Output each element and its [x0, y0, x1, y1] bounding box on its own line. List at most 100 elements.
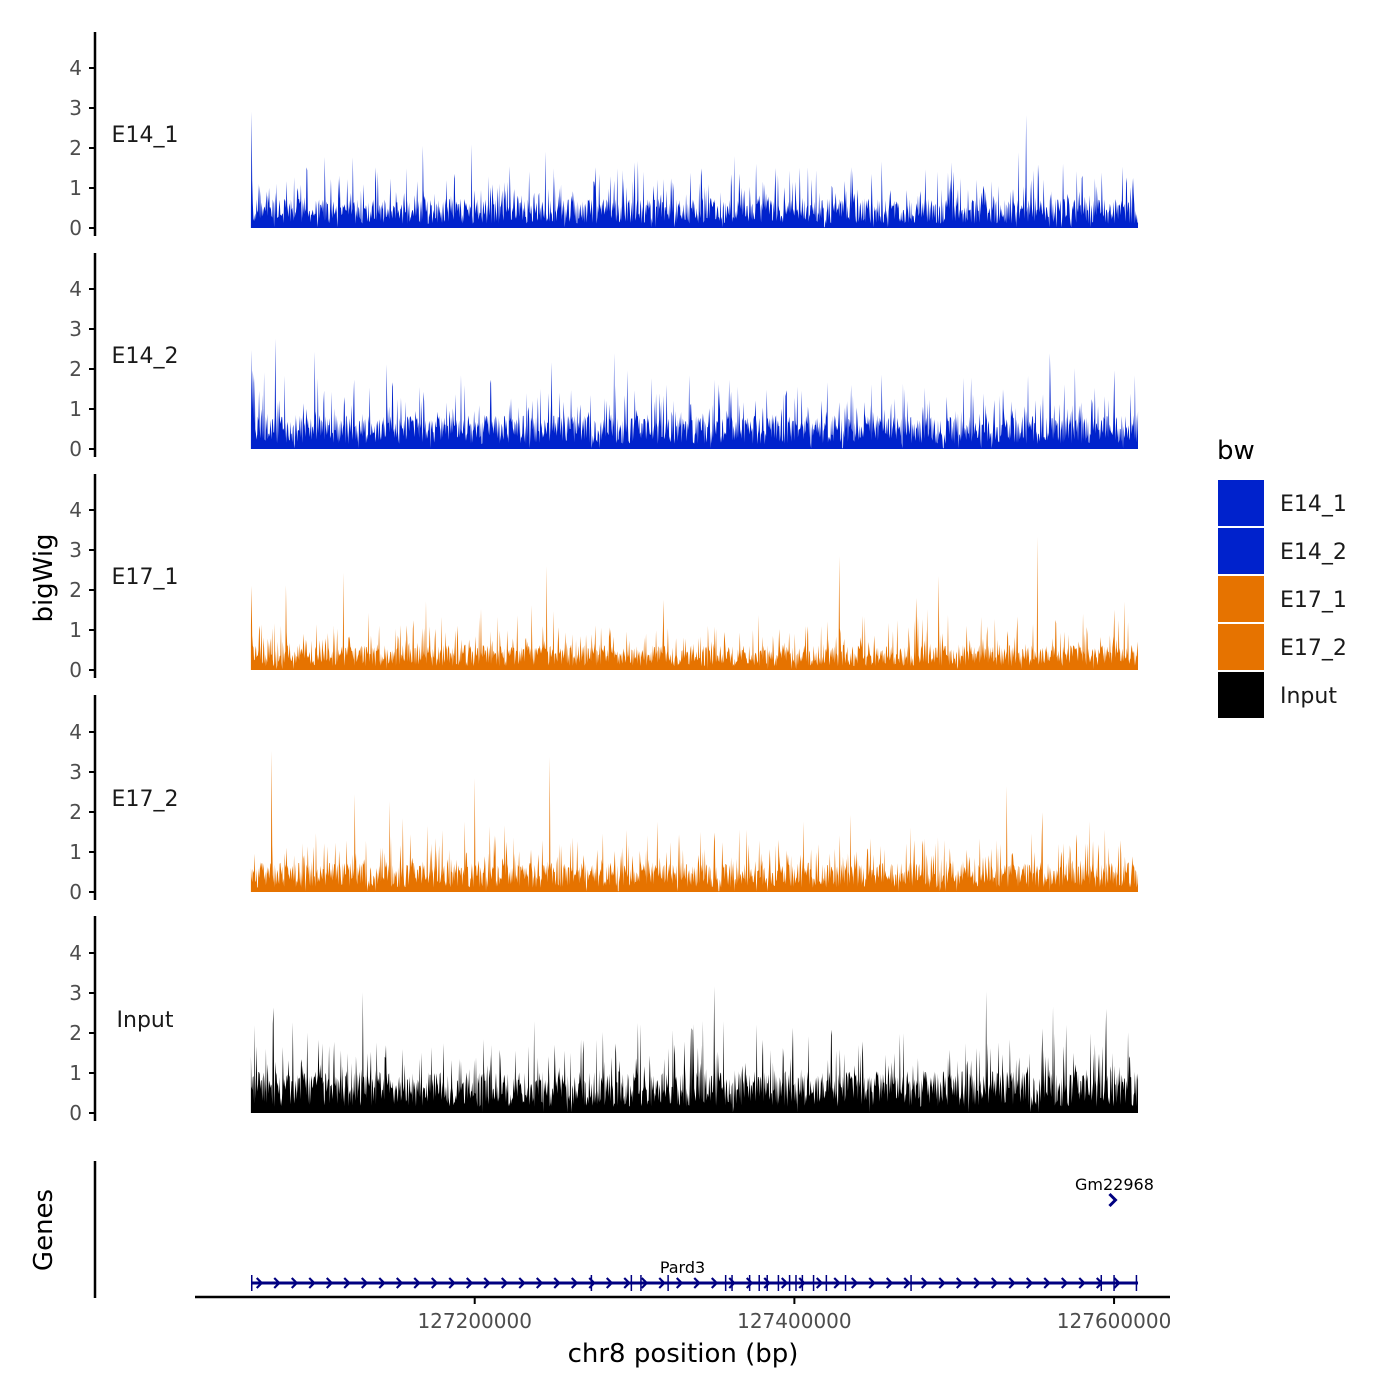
gene-label: Gm22968: [1075, 1175, 1154, 1194]
track-Input: 0 1 2 3 4 Input: [69, 916, 1139, 1125]
strand-arrow: [290, 1277, 299, 1289]
strand-arrow: [273, 1277, 281, 1289]
coverage-area: [250, 536, 1139, 670]
y-tick-label: 0: [69, 216, 82, 240]
legend-label: E14_2: [1280, 540, 1347, 565]
legend-label: E14_1: [1280, 492, 1347, 517]
strand-arrow: [430, 1277, 439, 1289]
strand-arrow: [255, 1277, 264, 1289]
strand-arrow: [763, 1277, 771, 1289]
strand-arrow: [1060, 1277, 1069, 1289]
track-E17_1: 0 1 2 3 4 E17_1: [69, 474, 1139, 682]
strand-arrow: [938, 1277, 946, 1289]
y-tick-label: 0: [69, 658, 82, 682]
strand-arrow: [343, 1277, 351, 1289]
track-label: E17_1: [112, 565, 179, 590]
strand-arrow: [465, 1277, 474, 1289]
y-tick-label: 1: [69, 176, 82, 200]
gene-label: Pard3: [660, 1258, 705, 1277]
strand-arrow: [553, 1277, 561, 1289]
x-tick-label: 127200000: [417, 1309, 532, 1333]
strand-arrow: [990, 1277, 999, 1289]
strand-arrow: [955, 1277, 964, 1289]
y-tick-label: 1: [69, 618, 82, 642]
strand-arrow: [1008, 1277, 1016, 1289]
x-axis: 127200000 127400000 127600000: [195, 1295, 1171, 1333]
strand-arrow: [1113, 1277, 1121, 1289]
strand-arrow: [658, 1277, 666, 1289]
y-axis-title: bigWig: [29, 533, 59, 622]
y-tick-label: 3: [69, 317, 82, 341]
strand-arrow: [308, 1277, 316, 1289]
strand-arrow: [500, 1277, 509, 1289]
genes-panel-title: Genes: [29, 1189, 59, 1271]
gene-Gm22968: Gm22968: [1075, 1175, 1154, 1208]
strand-arrow: [693, 1277, 701, 1289]
y-tick-label: 2: [69, 578, 82, 602]
strand-arrow: [973, 1277, 981, 1289]
coverage-area: [250, 111, 1139, 228]
strand-arrow: [378, 1277, 386, 1289]
coverage-area: [250, 750, 1139, 892]
y-tick-label: 0: [69, 880, 82, 904]
strand-arrow: [605, 1277, 614, 1289]
bigwig-tracks: 0 1 2 3 4 E14_1 0 1 2 3 4 E14_2 0 1 2 3 4 E17_1 0 1 2 3 4 E17_2…: [69, 32, 1139, 1125]
legend-key: [1218, 672, 1264, 718]
strand-arrow: [413, 1277, 421, 1289]
strand-arrow: [780, 1277, 789, 1289]
legend: bw E14_1 E14_2 E17_1 E17_2 Input: [1217, 436, 1347, 718]
y-tick-label: 1: [69, 840, 82, 864]
y-tick-label: 2: [69, 136, 82, 160]
legend-key: [1218, 576, 1264, 622]
strand-arrow: [623, 1277, 631, 1289]
track-E14_2: 0 1 2 3 4 E14_2: [69, 253, 1139, 461]
strand-arrow: [535, 1277, 544, 1289]
x-axis-title: chr8 position (bp): [568, 1339, 799, 1369]
y-tick-label: 2: [69, 800, 82, 824]
strand-arrow: [448, 1277, 456, 1289]
y-tick-label: 1: [69, 1061, 82, 1085]
y-tick-label: 4: [69, 277, 82, 301]
y-tick-label: 4: [69, 941, 82, 965]
strand-arrow: [1078, 1277, 1086, 1289]
legend-label: E17_2: [1280, 636, 1347, 661]
track-label: E14_2: [112, 344, 179, 369]
strand-arrow: [483, 1277, 491, 1289]
strand-arrow: [850, 1277, 859, 1289]
strand-arrow: [395, 1277, 404, 1289]
strand-arrow: [360, 1277, 369, 1289]
strand-arrow: [1108, 1192, 1118, 1208]
y-tick-label: 2: [69, 357, 82, 381]
strand-arrow: [798, 1277, 806, 1289]
track-label: E17_2: [112, 787, 179, 812]
strand-arrow: [885, 1277, 894, 1289]
strand-arrow: [1043, 1277, 1051, 1289]
legend-key: [1218, 624, 1264, 670]
legend-key: [1218, 528, 1264, 574]
strand-arrow: [815, 1277, 824, 1289]
y-tick-label: 3: [69, 538, 82, 562]
legend-title: bw: [1217, 436, 1255, 466]
y-tick-label: 2: [69, 1021, 82, 1045]
strand-arrow: [1025, 1277, 1034, 1289]
strand-arrow: [868, 1277, 876, 1289]
y-tick-label: 0: [69, 1101, 82, 1125]
strand-arrow: [833, 1277, 841, 1289]
track-E14_1: 0 1 2 3 4 E14_1: [69, 32, 1139, 240]
y-tick-label: 4: [69, 720, 82, 744]
legend-key: [1218, 480, 1264, 526]
strand-arrow: [903, 1277, 911, 1289]
strand-arrow: [745, 1277, 754, 1289]
y-tick-label: 4: [69, 498, 82, 522]
legend-label: E17_1: [1280, 588, 1347, 613]
strand-arrow: [570, 1277, 579, 1289]
strand-arrow: [640, 1277, 649, 1289]
strand-arrow: [518, 1277, 526, 1289]
x-tick-label: 127400000: [737, 1309, 852, 1333]
track-label: E14_1: [112, 123, 179, 148]
y-tick-label: 3: [69, 981, 82, 1005]
y-tick-label: 1: [69, 397, 82, 421]
track-E17_2: 0 1 2 3 4 E17_2: [69, 695, 1139, 904]
y-tick-label: 0: [69, 437, 82, 461]
